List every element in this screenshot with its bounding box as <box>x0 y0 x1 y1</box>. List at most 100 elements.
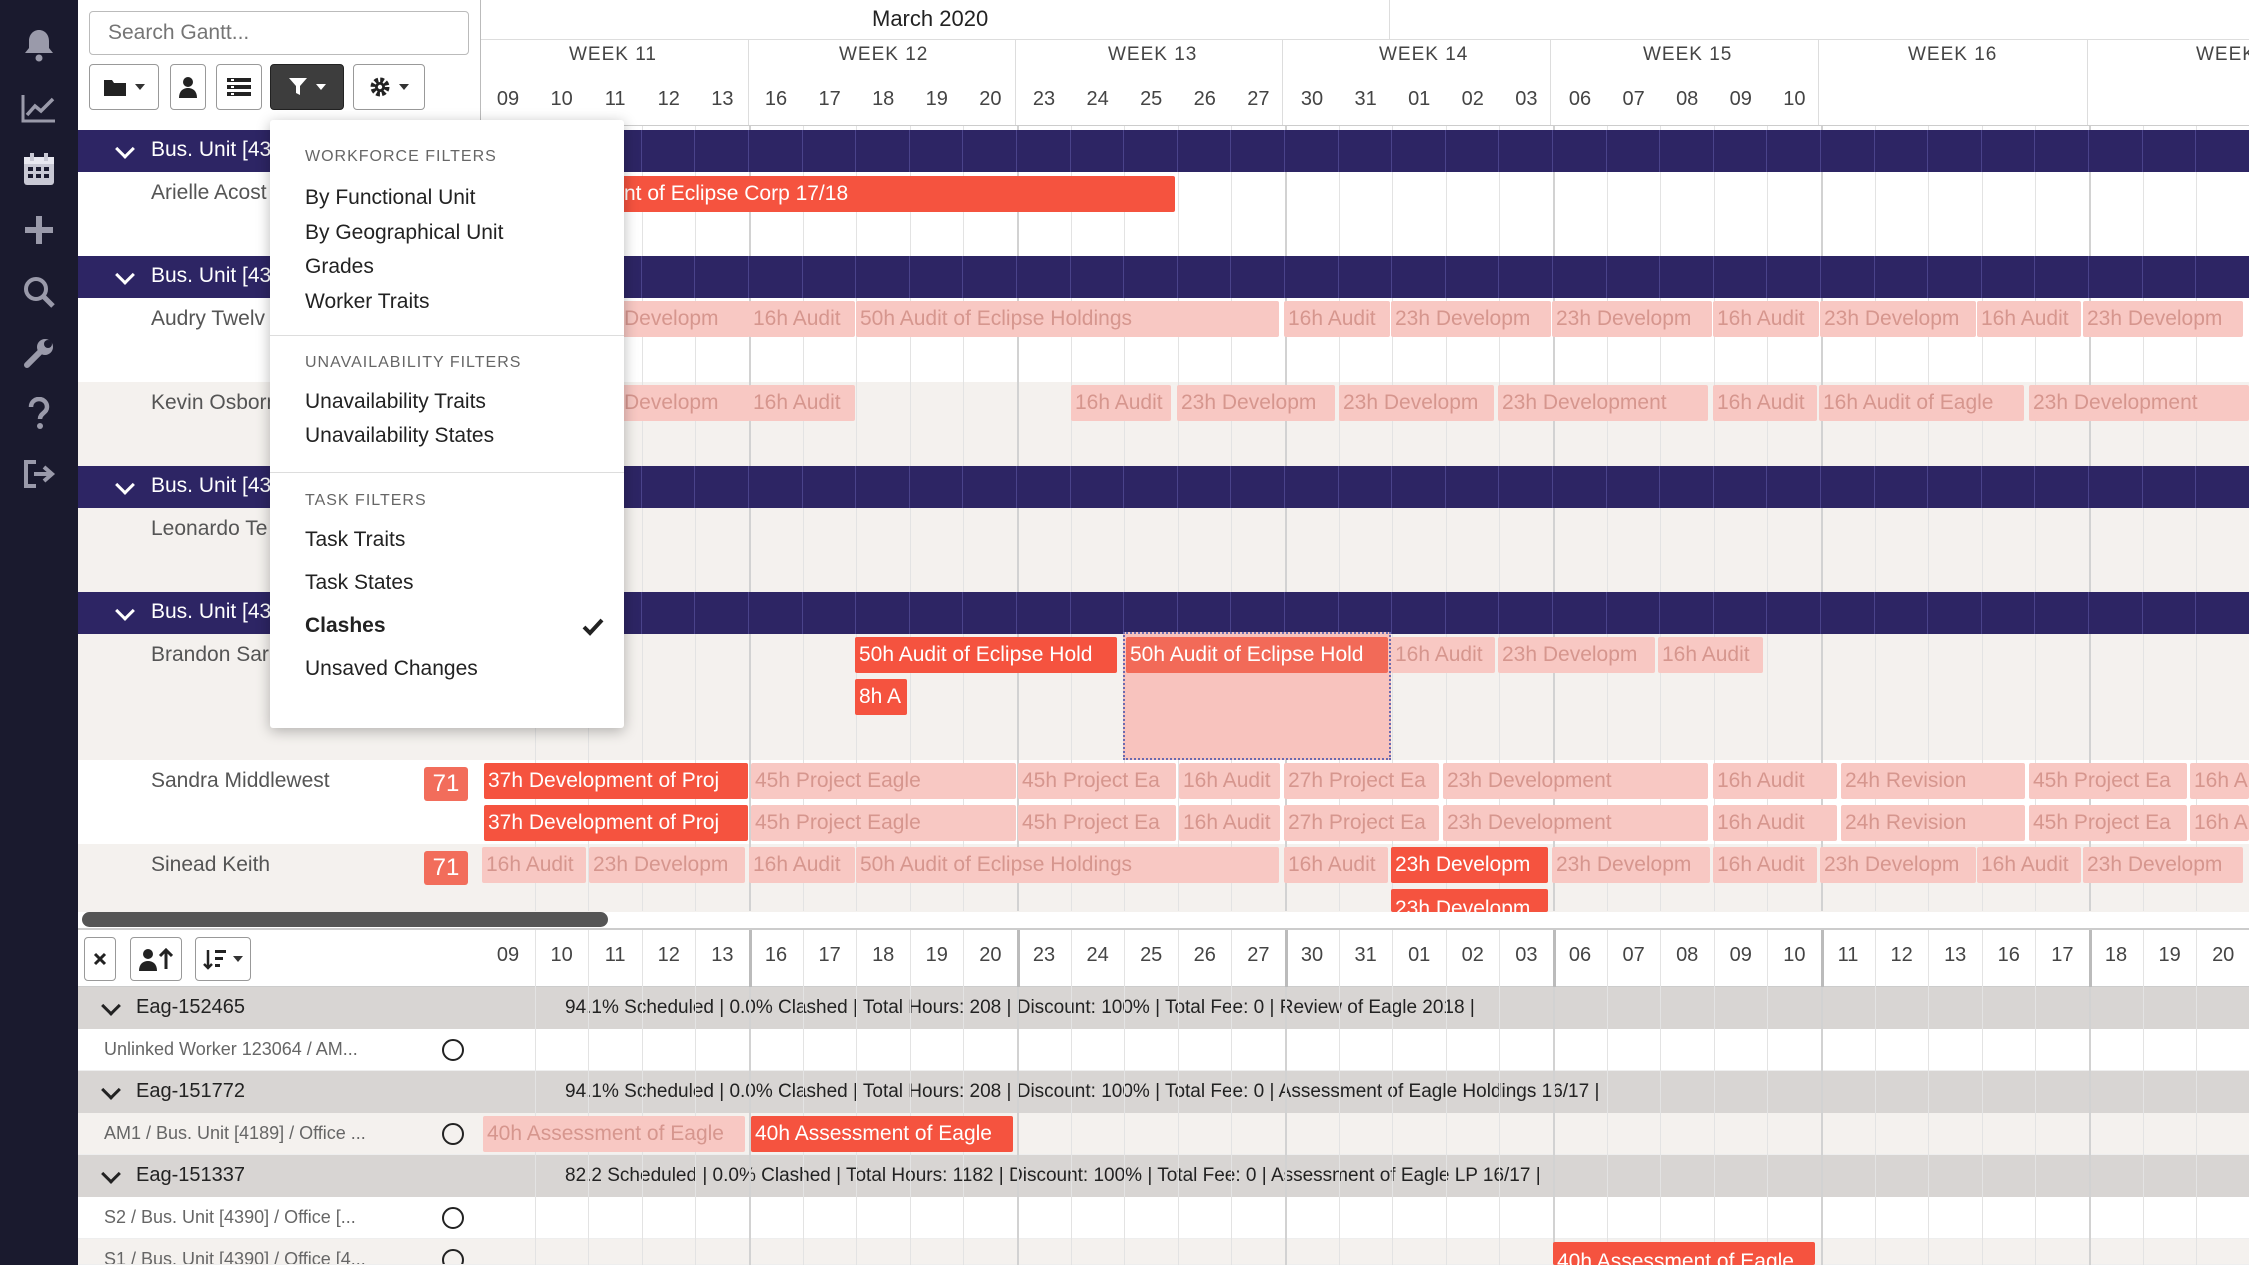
engagement-group-row[interactable]: Eag-152465 94.1% Scheduled | 0.0% Clashe… <box>78 987 2249 1029</box>
task-bar[interactable]: 24h Revision <box>1841 805 2025 841</box>
worker-name[interactable]: Audry Twelv <box>151 307 265 330</box>
task-bar[interactable]: 16h Audit <box>1179 805 1280 841</box>
task-bar[interactable]: 45h Project Ea <box>2029 763 2187 799</box>
menu-item-unsaved-changes[interactable]: Unsaved Changes <box>305 657 478 680</box>
task-bar[interactable]: 16h Audit <box>1391 637 1495 673</box>
menu-item-grades[interactable]: Grades <box>305 255 374 278</box>
worker-name[interactable]: Arielle Acost <box>151 181 267 204</box>
search-icon[interactable] <box>19 272 59 312</box>
folder-menu-button[interactable] <box>89 64 159 110</box>
task-bar[interactable]: 16h Audit <box>749 385 855 421</box>
menu-item-functional-unit[interactable]: By Functional Unit <box>305 186 476 209</box>
task-bar[interactable]: nt of Eclipse Corp 17/18 <box>620 176 1175 212</box>
worker-view-button[interactable] <box>170 64 206 110</box>
task-bar[interactable]: 45h Project Eagle <box>751 805 1016 841</box>
menu-item-clashes[interactable]: Clashes <box>305 614 386 637</box>
task-bar[interactable]: 16h Audit <box>1713 301 1819 337</box>
task-bar[interactable]: 16h Audit <box>1713 763 1837 799</box>
task-bar[interactable]: 23h Development <box>1443 805 1708 841</box>
status-circle-icon[interactable] <box>442 1123 464 1145</box>
task-bar[interactable]: 16h Audit <box>1713 847 1817 883</box>
task-bar[interactable]: 40h Assessment of Eagle <box>1553 1242 1815 1265</box>
chevron-down-icon[interactable] <box>101 1164 121 1184</box>
task-bar[interactable]: 50h Audit of Eclipse Hold <box>1126 637 1388 673</box>
task-bar[interactable]: 16h Audit <box>1658 637 1763 673</box>
engagement-worker-row[interactable]: S2 / Bus. Unit [4390] / Office [... <box>78 1197 2249 1239</box>
bell-icon[interactable] <box>19 25 59 65</box>
task-bar[interactable]: 23h Developm <box>2083 847 2243 883</box>
sort-workers-button[interactable] <box>130 937 182 981</box>
wrench-icon[interactable] <box>19 333 59 373</box>
worker-name[interactable]: Kevin Osborn <box>151 391 279 414</box>
task-bar[interactable]: 23h Developm <box>1498 637 1655 673</box>
task-bar[interactable]: 16h Audit <box>749 847 855 883</box>
task-bar[interactable]: 23h Developm <box>1339 385 1494 421</box>
settings-menu-button[interactable] <box>353 64 425 110</box>
task-bar[interactable]: 45h Project Ea <box>1018 763 1176 799</box>
task-bar[interactable]: 16h Audit <box>1713 385 1817 421</box>
task-bar[interactable]: 37h Development of Proj <box>484 805 748 841</box>
task-bar[interactable]: 45h Project Ea <box>1018 805 1176 841</box>
menu-item-task-states[interactable]: Task States <box>305 571 414 594</box>
sign-out-icon[interactable] <box>19 454 59 494</box>
task-bar[interactable]: 23h Development <box>2029 385 2249 421</box>
status-circle-icon[interactable] <box>442 1249 464 1264</box>
task-bar[interactable]: 16h Audit <box>1071 385 1171 421</box>
task-bar[interactable]: 23h Developm <box>1391 847 1548 883</box>
task-bar[interactable]: 16h Audit <box>1713 805 1837 841</box>
task-bar[interactable]: 27h Project Ea <box>1284 763 1439 799</box>
filter-menu-button[interactable] <box>270 64 344 110</box>
task-bar[interactable]: 27h Project Ea <box>1284 805 1439 841</box>
worker-name[interactable]: Sandra Middlewest <box>151 769 330 792</box>
horizontal-scrollbar[interactable] <box>82 912 608 927</box>
task-bar[interactable]: 16h Audit of Eagle <box>1819 385 2024 421</box>
chevron-down-icon[interactable] <box>115 265 135 285</box>
task-bar[interactable]: 8h A <box>855 679 907 715</box>
engagement-worker-row[interactable]: AM1 / Bus. Unit [4189] / Office ... <box>78 1113 2249 1155</box>
task-bar[interactable]: 16h Audit <box>1977 301 2081 337</box>
chevron-down-icon[interactable] <box>115 601 135 621</box>
calendar-icon[interactable] <box>19 149 59 189</box>
task-bar[interactable]: 50h Audit of Eclipse Holdings <box>856 847 1279 883</box>
task-bar[interactable]: 23h Developm <box>589 847 745 883</box>
task-bar[interactable]: 40h Assessment of Eagle <box>751 1116 1013 1152</box>
chevron-down-icon[interactable] <box>101 996 121 1016</box>
task-bar[interactable]: Developm <box>620 301 750 337</box>
chart-line-icon[interactable] <box>19 88 59 128</box>
chevron-down-icon[interactable] <box>101 1080 121 1100</box>
chevron-down-icon[interactable] <box>115 139 135 159</box>
status-circle-icon[interactable] <box>442 1039 464 1061</box>
task-bar[interactable]: 45h Project Eagle <box>751 763 1016 799</box>
task-bar[interactable]: 23h Developm <box>1820 301 1976 337</box>
task-bar[interactable]: 23h Developm <box>1820 847 1976 883</box>
close-button[interactable] <box>84 937 116 981</box>
task-bar[interactable]: 16h Audit <box>1977 847 2081 883</box>
search-input[interactable] <box>89 11 469 55</box>
task-bar[interactable]: 37h Development of Proj <box>484 763 748 799</box>
engagement-group-row[interactable]: Eag-151772 94.1% Scheduled | 0.0% Clashe… <box>78 1071 2249 1113</box>
task-bar[interactable]: 16h Audit <box>1284 847 1388 883</box>
engagement-worker-row[interactable]: Unlinked Worker 123064 / AM... <box>78 1029 2249 1071</box>
task-bar[interactable]: 16h Audit <box>1179 763 1280 799</box>
sort-menu-button[interactable] <box>195 937 251 981</box>
menu-item-unavailability-states[interactable]: Unavailability States <box>305 424 495 447</box>
menu-item-task-traits[interactable]: Task Traits <box>305 528 406 551</box>
engagement-group-row[interactable]: Eag-151337 82.2 Scheduled | 0.0% Clashed… <box>78 1155 2249 1197</box>
task-bar[interactable]: 23h Developm <box>1391 301 1551 337</box>
task-bar[interactable]: 16h Audit <box>749 301 855 337</box>
task-bar[interactable]: 23h Developm <box>1552 301 1712 337</box>
chevron-down-icon[interactable] <box>115 475 135 495</box>
menu-item-unavailability-traits[interactable]: Unavailability Traits <box>305 390 486 413</box>
task-bar[interactable]: 16h Audit <box>1284 301 1390 337</box>
task-bar[interactable]: 23h Developm <box>2083 301 2243 337</box>
task-bar[interactable]: 23h Development <box>1498 385 1708 421</box>
task-bar[interactable]: 23h Development <box>1443 763 1708 799</box>
worker-name[interactable]: Sinead Keith <box>151 853 271 876</box>
task-bar[interactable]: 24h Revision <box>1841 763 2025 799</box>
task-bar[interactable]: 23h Developm <box>1391 889 1548 912</box>
plus-icon[interactable] <box>19 210 59 250</box>
list-view-button[interactable] <box>216 64 262 110</box>
engagement-worker-row[interactable]: S1 / Bus. Unit [4390] / Office [4... <box>78 1239 2249 1265</box>
worker-name[interactable]: Brandon Sar <box>151 643 269 666</box>
task-bar[interactable]: 16h Audit <box>482 847 586 883</box>
